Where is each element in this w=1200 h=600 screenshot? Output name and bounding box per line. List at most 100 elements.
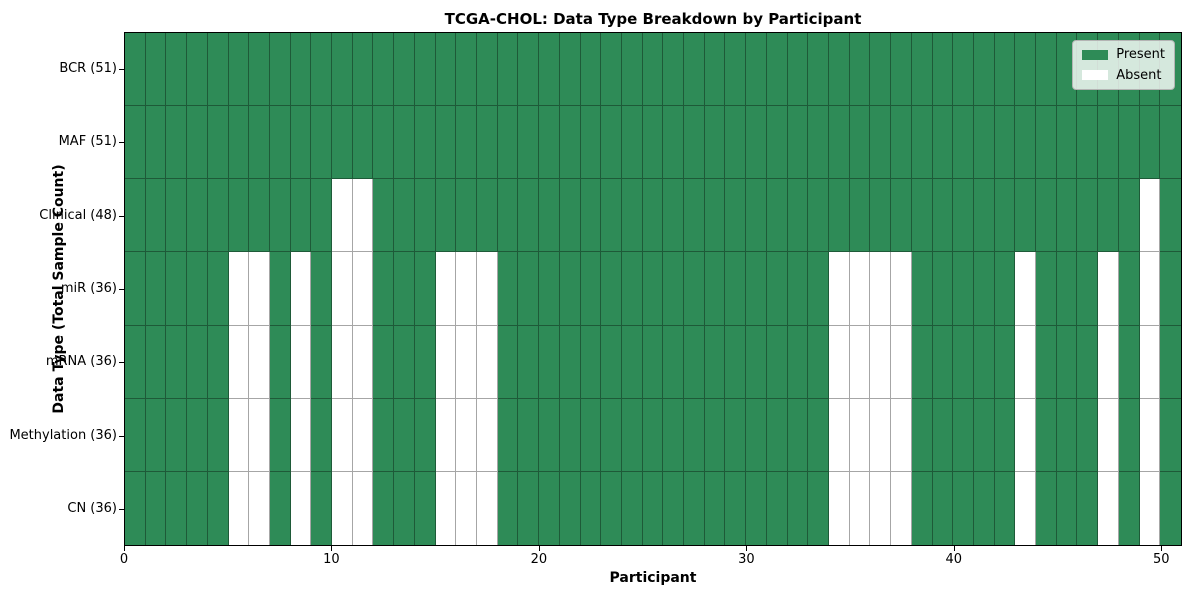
heatmap-cell: [269, 33, 291, 107]
heatmap-cell: [787, 106, 809, 180]
heatmap-cell: [849, 325, 871, 399]
heatmap-cell: [1036, 471, 1057, 545]
heatmap-cell: [953, 252, 974, 326]
heatmap-cell: [766, 471, 788, 545]
heatmap-cell: [684, 398, 705, 472]
heatmap-cell: [1056, 179, 1078, 253]
heatmap-cell: [518, 398, 540, 472]
heatmap-cell: [497, 106, 519, 180]
y-tick-label: mRNA (36): [45, 354, 117, 370]
heatmap-cell: [849, 106, 871, 180]
heatmap-cell: [394, 471, 415, 545]
heatmap-cell: [228, 398, 250, 472]
heatmap-cell: [269, 252, 291, 326]
heatmap-cell: [601, 33, 622, 107]
heatmap-cell: [394, 325, 415, 399]
heatmap-cell: [1139, 471, 1161, 545]
heatmap-cell: [1118, 179, 1140, 253]
heatmap-cell: [787, 252, 809, 326]
heatmap-cell: [1098, 398, 1119, 472]
heatmap-cell: [352, 179, 374, 253]
heatmap-cell: [870, 179, 892, 253]
heatmap-cell: [808, 179, 829, 253]
legend-item-present: Present: [1082, 47, 1165, 63]
heatmap-cell: [414, 33, 436, 107]
heatmap-cell: [1160, 252, 1181, 326]
heatmap-cell: [228, 106, 250, 180]
heatmap-cell: [870, 106, 892, 180]
heatmap-cell: [1139, 106, 1161, 180]
heatmap-cell: [973, 252, 995, 326]
y-tick-label: BCR (51): [59, 60, 117, 76]
heatmap-cell: [580, 325, 602, 399]
legend-label-present: Present: [1116, 47, 1165, 62]
x-tick-mark: [953, 546, 955, 551]
heatmap-cell: [332, 179, 353, 253]
heatmap-cell: [601, 179, 622, 253]
heatmap-cell: [497, 252, 519, 326]
heatmap-cell: [746, 471, 767, 545]
heatmap-cell: [704, 471, 726, 545]
heatmap-cell: [725, 179, 747, 253]
y-tick-mark: [119, 289, 124, 290]
heatmap-cell: [891, 106, 912, 180]
x-tick-mark: [1161, 546, 1163, 551]
heatmap-cell: [746, 398, 767, 472]
heatmap-cell: [891, 179, 912, 253]
heatmap-cell: [125, 252, 146, 326]
heatmap-cell: [953, 325, 974, 399]
heatmap-cell: [684, 33, 705, 107]
heatmap-cell: [994, 179, 1016, 253]
heatmap-cell: [1139, 252, 1161, 326]
heatmap-cell: [539, 106, 560, 180]
heatmap-cell: [642, 252, 664, 326]
heatmap-cell: [456, 252, 477, 326]
heatmap-cell: [891, 252, 912, 326]
heatmap-cell: [456, 398, 477, 472]
heatmap-cell: [601, 106, 622, 180]
x-tick-label: 10: [323, 552, 340, 567]
heatmap-cell: [663, 33, 685, 107]
heatmap-cell: [766, 398, 788, 472]
heatmap-cell: [187, 252, 208, 326]
heatmap-cell: [1077, 325, 1099, 399]
heatmap-cell: [311, 252, 333, 326]
heatmap-cell: [870, 33, 892, 107]
heatmap-cell: [207, 106, 229, 180]
heatmap-cell: [207, 471, 229, 545]
heatmap-cell: [663, 471, 685, 545]
heatmap-cell: [870, 471, 892, 545]
heatmap-cell: [829, 252, 850, 326]
heatmap-cell: [1160, 471, 1181, 545]
heatmap-cell: [249, 33, 270, 107]
chart-title: TCGA-CHOL: Data Type Breakdown by Partic…: [444, 10, 862, 28]
heatmap-cell: [870, 398, 892, 472]
heatmap-cell: [518, 471, 540, 545]
heatmap-cell: [787, 471, 809, 545]
heatmap-cell: [269, 398, 291, 472]
heatmap-cell: [808, 325, 829, 399]
heatmap-cell: [870, 325, 892, 399]
heatmap-cell: [497, 179, 519, 253]
heatmap-cell: [290, 325, 312, 399]
heatmap-cell: [621, 325, 643, 399]
heatmap-cell: [187, 325, 208, 399]
y-tick-mark: [119, 362, 124, 364]
heatmap-cell: [829, 33, 850, 107]
heatmap-cell: [518, 179, 540, 253]
heatmap-cell: [663, 106, 685, 180]
heatmap-cell: [1015, 471, 1037, 545]
heatmap-cell: [994, 106, 1016, 180]
heatmap-cell: [207, 325, 229, 399]
heatmap-cell: [290, 106, 312, 180]
heatmap-cell: [311, 179, 333, 253]
heatmap-cell: [1036, 106, 1057, 180]
heatmap-cell: [1139, 398, 1161, 472]
heatmap-cell: [849, 33, 871, 107]
heatmap-cell: [1056, 398, 1078, 472]
x-tick-label: 0: [119, 552, 129, 567]
heatmap-cell: [435, 106, 457, 180]
heatmap-cell: [539, 398, 560, 472]
heatmap-cell: [704, 179, 726, 253]
heatmap-cell: [642, 471, 664, 545]
